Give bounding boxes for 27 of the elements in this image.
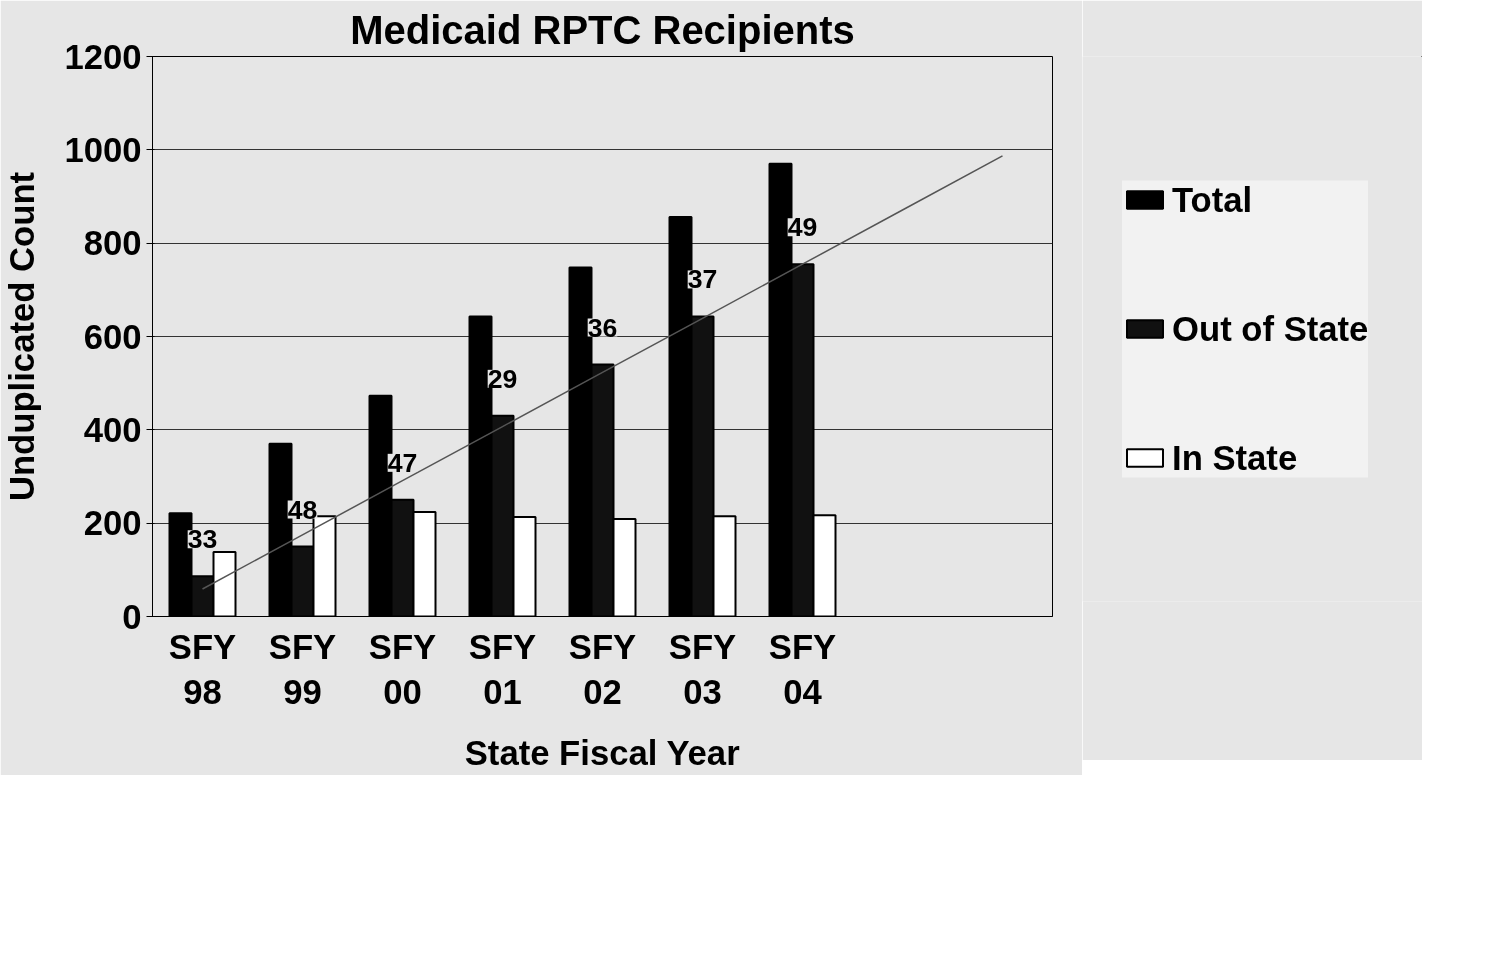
annotation: 36	[587, 312, 618, 343]
x-axis-title: State Fiscal Year	[464, 734, 740, 773]
x-tick-label: SFY 01	[468, 627, 537, 712]
annotation: 33	[187, 524, 218, 555]
annotation: 47	[387, 447, 418, 478]
annotation: 37	[687, 264, 718, 295]
chart-title: Medicaid RPTC Recipients	[350, 7, 855, 52]
x-tick-label: SFY 02	[568, 627, 637, 712]
annotation: 29	[487, 363, 518, 394]
legend-label: Out of State	[1172, 309, 1369, 348]
y-tick-label: 1000	[64, 130, 142, 169]
annotation: 48	[287, 494, 318, 525]
x-tick-label: SFY 03	[668, 627, 737, 712]
legend-label: Total	[1172, 180, 1253, 219]
y-tick-label: 0	[122, 597, 142, 636]
y-tick-label: 400	[83, 410, 142, 449]
y-tick-label: 800	[83, 224, 142, 263]
annotation: 49	[787, 212, 818, 243]
x-tick-label: SFY 98	[168, 627, 237, 712]
y-tick-label: 1200	[64, 37, 142, 76]
x-tick-label: SFY 00	[368, 627, 437, 712]
legend-label: In State	[1172, 438, 1298, 477]
x-tick-label: SFY 04	[768, 627, 837, 712]
y-tick-label: 600	[83, 317, 142, 356]
x-tick-label: SFY 99	[268, 627, 337, 712]
y-tick-label: 200	[83, 504, 142, 543]
y-axis-title: Unduplicated Count	[3, 171, 42, 502]
